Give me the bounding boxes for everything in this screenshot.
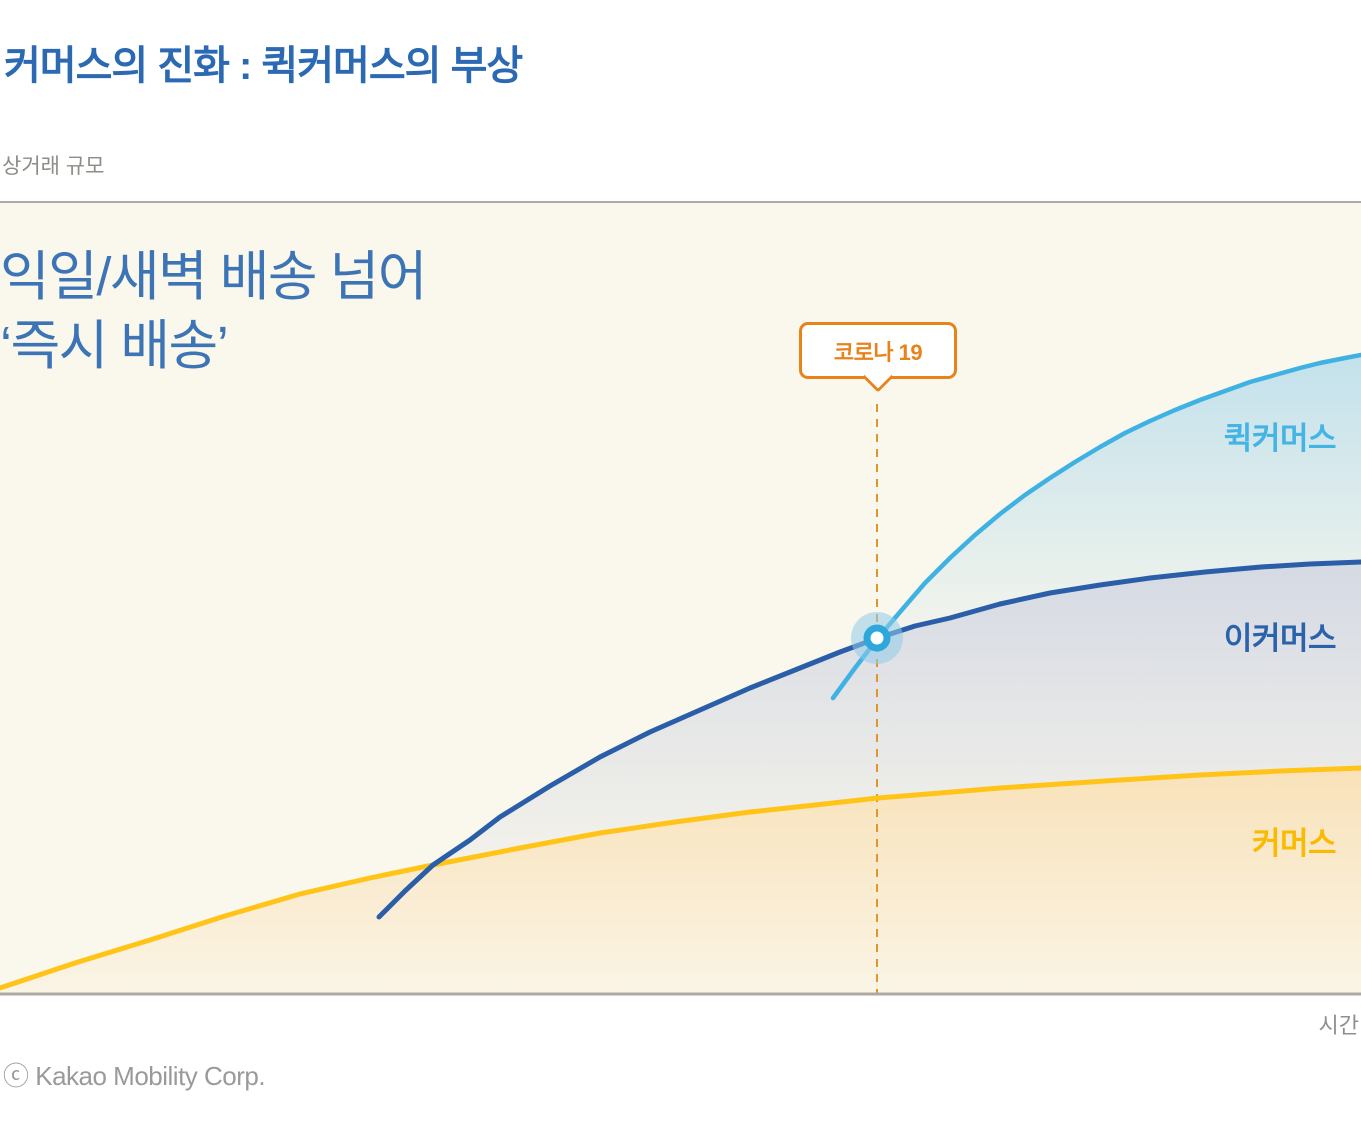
covid-annotation-bubble: 코로나 19 — [799, 322, 957, 379]
series-label-commerce: 커머스 — [1251, 826, 1337, 861]
series-label-quick-commerce: 퀵커머스 — [1223, 421, 1337, 456]
copyright-notice: ⓒ Kakao Mobility Corp. — [3, 1061, 266, 1091]
marker-core — [870, 631, 884, 645]
curve-lines — [0, 352, 1361, 991]
y-axis-label: 상거래 규모 — [2, 155, 105, 178]
headline-line1: 익일/새벽 배송 넘어 — [0, 247, 427, 307]
inflection-point-marker — [851, 612, 903, 664]
x-axis-label: 시간 — [1318, 1013, 1359, 1038]
line-ecommerce — [376, 559, 1361, 920]
headline-line2: ‘즉시 배송’ — [0, 316, 229, 376]
area-commerce — [0, 768, 1361, 993]
series-label-ecommerce: 이커머스 — [1223, 621, 1337, 656]
headline-message: 익일/새벽 배송 넘어 ‘즉시 배송’ — [0, 243, 427, 381]
line-commerce — [0, 765, 1361, 991]
covid-annotation-label: 코로나 19 — [833, 339, 923, 365]
line-quick — [830, 352, 1361, 701]
page-title: 커머스의 진화 : 퀵커머스의 부상 — [4, 44, 523, 88]
area-ecommerce — [433, 562, 1361, 865]
